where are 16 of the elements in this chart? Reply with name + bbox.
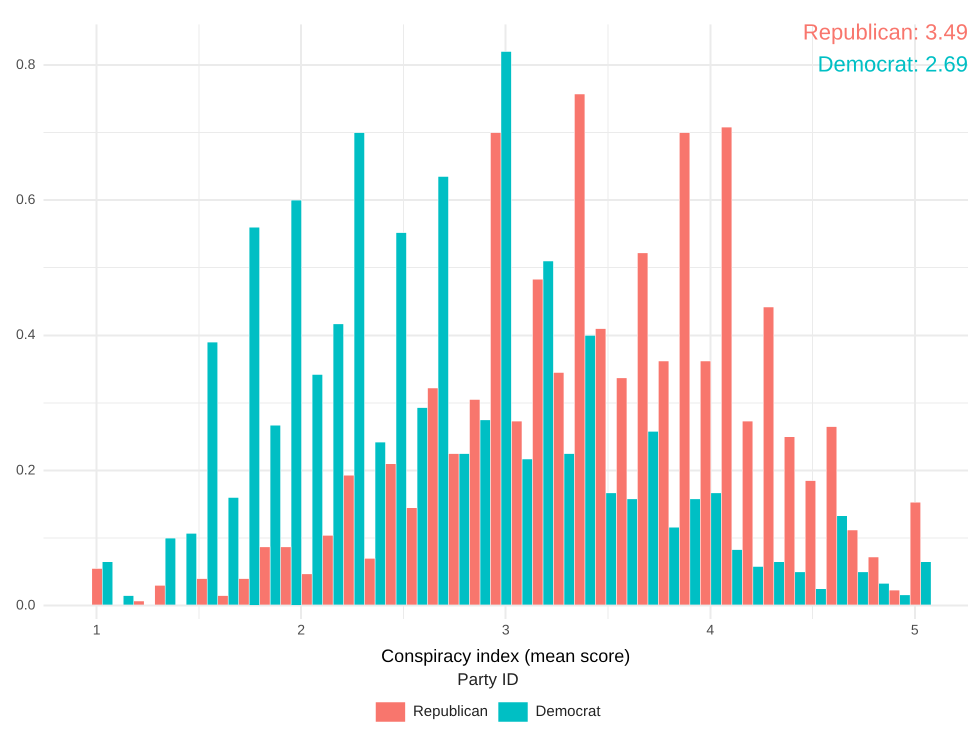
y-tick-label: 0.6 bbox=[16, 190, 36, 207]
legend-title: Party ID bbox=[457, 670, 519, 689]
x-axis-title: Conspiracy index (mean score) bbox=[381, 646, 630, 666]
annotation: Democrat: 2.69 bbox=[818, 51, 968, 76]
x-tick-label: 1 bbox=[92, 621, 101, 638]
x-tick-label: 2 bbox=[297, 621, 306, 638]
legend-label: Democrat bbox=[536, 703, 602, 720]
y-tick-label: 0.8 bbox=[16, 56, 36, 72]
y-tick-label: 0.2 bbox=[16, 461, 36, 478]
y-tick-label: 0.4 bbox=[16, 326, 36, 342]
x-tick-label: 4 bbox=[706, 621, 714, 638]
annotation: Republican: 3.49 bbox=[802, 19, 968, 44]
y-tick-label: 0.0 bbox=[16, 596, 36, 613]
x-tick-label: 5 bbox=[910, 621, 919, 638]
legend-label: Republican bbox=[412, 703, 488, 720]
x-tick-label: 3 bbox=[502, 621, 510, 638]
